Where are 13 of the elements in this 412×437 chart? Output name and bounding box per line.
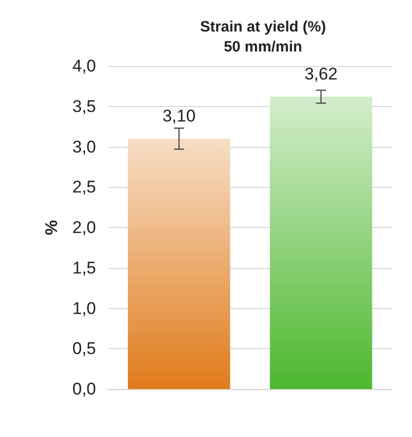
y-tick-label: 3,0 bbox=[72, 137, 96, 156]
y-tick-label: 2,5 bbox=[72, 178, 96, 197]
y-tick-label: 0,0 bbox=[72, 380, 96, 398]
data-label: 3,62 bbox=[304, 64, 338, 84]
y-tick-label: 4,0 bbox=[72, 56, 96, 76]
y-tick-label: 1,5 bbox=[72, 258, 96, 278]
y-tick-label: 3,5 bbox=[72, 96, 96, 116]
y-axis-title: % bbox=[42, 220, 61, 236]
chart-title: Strain at yield (%) 50 mm/min bbox=[200, 18, 326, 56]
data-label: 3,10 bbox=[162, 106, 196, 126]
y-tick-label: 0,5 bbox=[72, 339, 96, 358]
y-tick-label: 1,0 bbox=[72, 298, 96, 318]
y-tick-label: 2,0 bbox=[72, 218, 96, 237]
